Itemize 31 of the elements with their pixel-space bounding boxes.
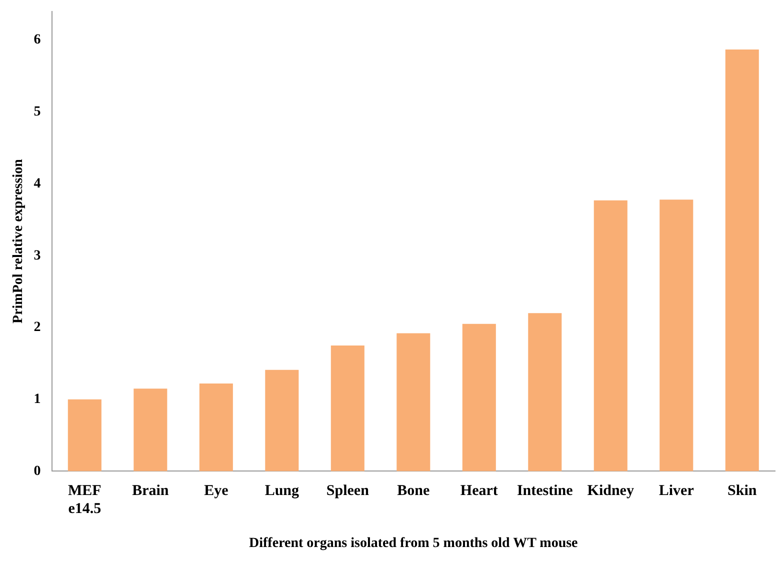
bar: [725, 49, 759, 472]
y-tick-label: 4: [34, 176, 41, 192]
x-tick-label: Skin: [728, 483, 758, 500]
x-tick-label: Heart: [460, 483, 498, 500]
x-tick-label: MEF e14.5: [68, 483, 102, 518]
y-tick-label: 1: [34, 392, 41, 407]
x-tick-label: Liver: [658, 483, 694, 500]
y-axis-title: PrimPol relative expression: [11, 158, 26, 324]
x-tick-label: Intestine: [516, 483, 574, 500]
bar: [462, 324, 496, 472]
y-tick-label: 5: [34, 104, 41, 120]
bar: [660, 200, 694, 472]
x-axis-title: Different organs isolated from 5 months old WT mouse: [249, 536, 578, 552]
x-tick-label: Lung: [264, 483, 300, 500]
y-tick-label: 3: [34, 248, 41, 264]
x-tick-label: Brain: [132, 483, 170, 500]
x-tick-label: Kidney: [587, 483, 634, 500]
bar: [199, 384, 233, 472]
bar: [68, 399, 102, 472]
bar: [594, 200, 628, 472]
bar: [396, 333, 430, 472]
y-tick-label: 2: [34, 320, 41, 336]
x-tick-label: Bone: [397, 483, 430, 500]
x-tick-label: Spleen: [326, 483, 370, 500]
bar: [528, 313, 562, 472]
bar: [330, 345, 364, 472]
y-tick-label: 0: [34, 464, 41, 479]
x-tick-label: Eye: [204, 483, 229, 500]
bar: [265, 370, 299, 472]
y-tick-label: 6: [34, 32, 41, 48]
bar: [134, 388, 168, 472]
